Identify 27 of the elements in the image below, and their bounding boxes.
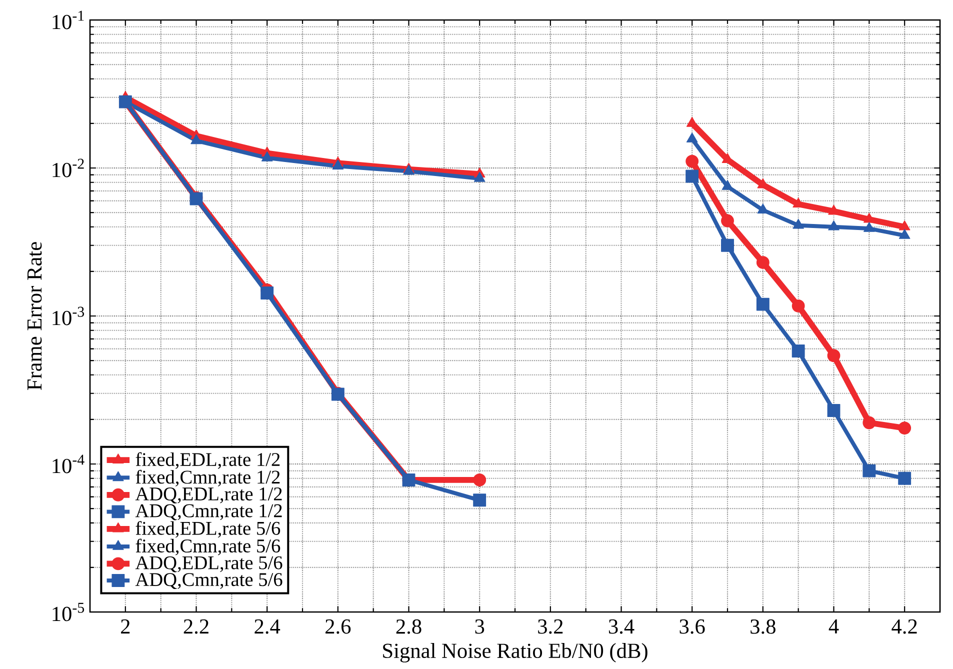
x-tick-label: 2.4 bbox=[254, 619, 280, 634]
x-tick-label: 4 bbox=[828, 619, 839, 634]
x-axis-title: Signal Noise Ratio Eb/N0 (dB) bbox=[383, 643, 648, 662]
legend-label: fixed,Cmn,rate 5/6 bbox=[136, 538, 280, 556]
x-tick-label: 3.4 bbox=[608, 619, 634, 634]
x-tick-label: 3.2 bbox=[538, 619, 563, 634]
legend-label: fixed,EDL,rate 5/6 bbox=[136, 521, 280, 538]
y-tick-label: 10$^{-2}$ bbox=[52, 158, 84, 178]
x-tick-label: 3.8 bbox=[750, 619, 776, 634]
legend-label: ADQ,EDL,rate 5/6 bbox=[135, 556, 282, 572]
x-tick-label: 3 bbox=[475, 619, 484, 634]
x-tick-label: 3.6 bbox=[680, 619, 705, 634]
y-tick-label: 10$^{-5}$ bbox=[52, 602, 84, 622]
legend-label: fixed,Cmn,rate 1/2 bbox=[136, 470, 280, 486]
x-tick-label: 2.8 bbox=[396, 619, 422, 634]
y-axis-title: Frame Error Rate bbox=[28, 242, 42, 390]
legend-label: ADQ,Cmn,rate 5/6 bbox=[135, 573, 282, 590]
x-tick-label: 4.2 bbox=[892, 619, 917, 634]
y-tick-label: 10$^{-1}$ bbox=[52, 10, 84, 30]
x-tick-label: 2.2 bbox=[184, 619, 208, 634]
y-tick-label: 10$^{-3}$ bbox=[52, 306, 84, 326]
legend-label: fixed,EDL,rate 1/2 bbox=[136, 452, 280, 469]
y-tick-label: 10$^{-4}$ bbox=[52, 454, 84, 474]
x-tick-label: 2.6 bbox=[326, 619, 351, 634]
legend-label: ADQ,EDL,rate 1/2 bbox=[135, 487, 282, 504]
legend-label: ADQ,Cmn,rate 1/2 bbox=[135, 504, 282, 520]
x-tick-label: 2 bbox=[121, 619, 130, 634]
